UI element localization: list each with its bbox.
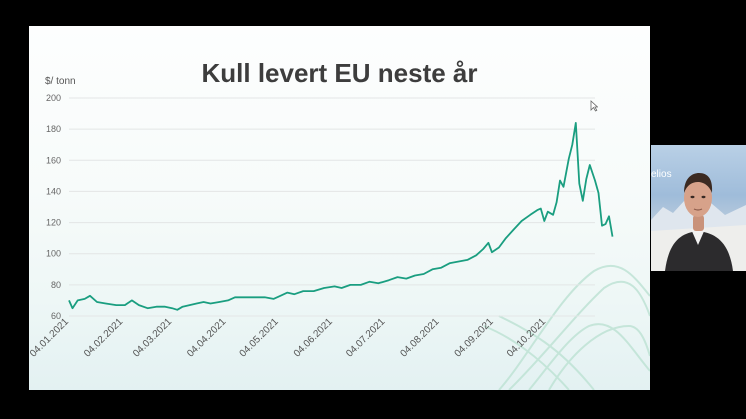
y-tick-label: 80 [51,280,61,290]
x-tick-label: 04.04.2021 [185,316,228,359]
slide-background-decoration [483,264,650,390]
y-tick-label: 100 [46,249,61,259]
y-tick-label: 160 [46,155,61,165]
price-series-line [68,122,614,311]
x-tick-label: 04.02.2021 [82,316,125,359]
coal-price-line-chart: 60 80 100 120 140 160 180 200 04.01.2021 04.02.2… [29,76,614,360]
y-axis-label: $/ tonn [45,76,76,87]
y-tick-label: 180 [46,124,61,134]
x-tick-label: 04.06.2021 [292,316,335,359]
y-tick-label: 200 [46,93,61,103]
x-tick-label: 04.01.2021 [29,316,71,359]
x-tick-label: 04.10.2021 [505,316,548,359]
x-tick-label: 04.08.2021 [398,316,441,359]
participant-video-tile[interactable]: elios [651,145,746,271]
video-background-brand-text: elios [651,169,672,180]
x-axis-ticks: 04.01.2021 04.02.2021 04.03.2021 04.04.2021… [29,316,548,359]
y-tick-label: 120 [46,218,61,228]
y-axis-ticks: 60 80 100 120 140 160 180 200 [46,93,61,321]
y-tick-label: 140 [46,186,61,196]
x-tick-label: 04.09.2021 [453,316,496,359]
chart-series [68,122,614,311]
x-tick-label: 04.03.2021 [131,316,174,359]
y-tick-label: 60 [51,311,61,321]
x-tick-label: 04.07.2021 [344,316,387,359]
slide-title: Kull levert EU neste år [201,58,478,88]
mouse-cursor-icon [590,100,598,112]
x-tick-label: 04.05.2021 [238,316,281,359]
participant-video-frame [651,173,746,271]
presentation-slide: Kull levert EU neste år 60 80 100 120 140 160… [29,26,650,390]
chart-gridlines [69,97,595,317]
